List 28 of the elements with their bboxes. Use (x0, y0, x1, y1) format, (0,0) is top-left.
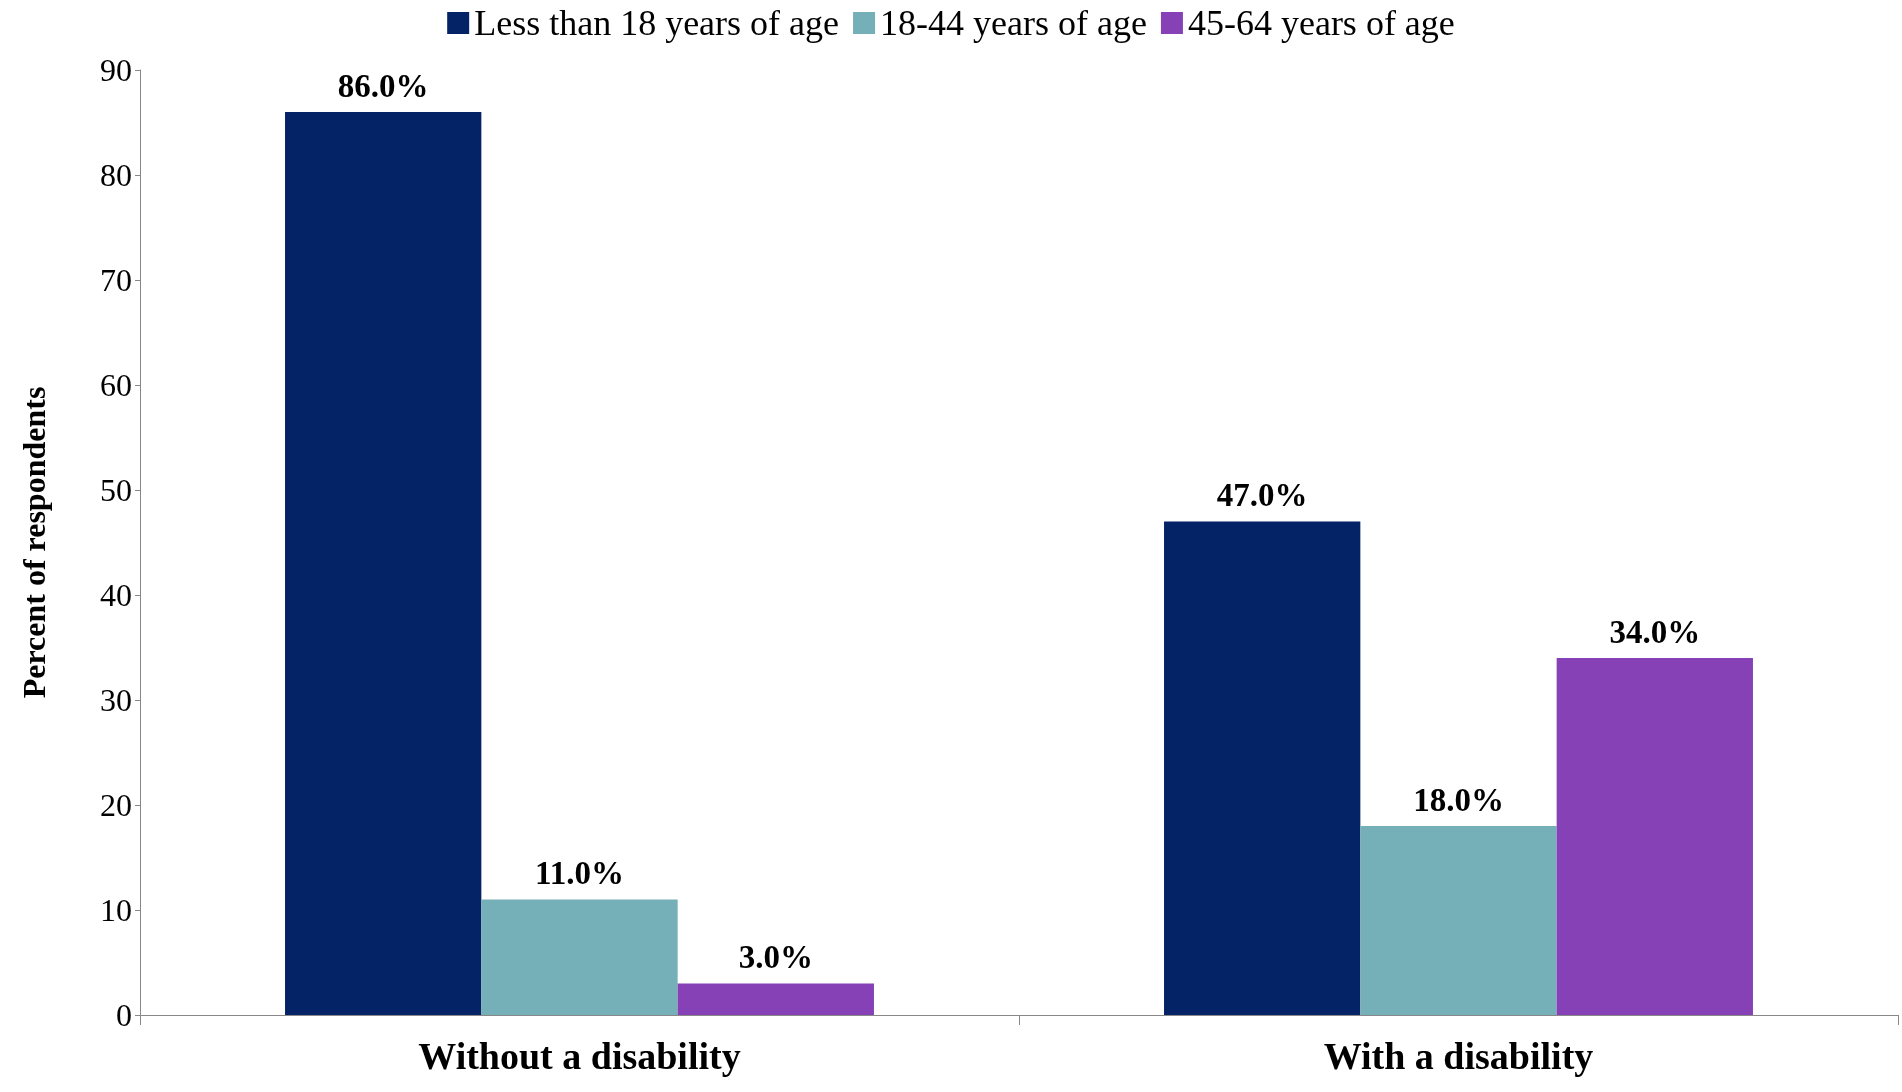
y-tick-label: 40 (100, 577, 132, 613)
y-tick-label: 70 (100, 262, 132, 298)
y-axis-title: Percent of respondents (16, 386, 52, 699)
x-tick-label: Without a disability (418, 1035, 741, 1077)
y-tick-label: 60 (100, 367, 132, 403)
data-label: 11.0% (535, 855, 624, 891)
data-label: 18.0% (1413, 781, 1504, 818)
bar (1164, 521, 1361, 1015)
data-label: 86.0% (337, 67, 429, 104)
data-label: 3.0% (738, 939, 813, 975)
bar (677, 983, 874, 1015)
legend-label: Less than 18 years of age (474, 3, 840, 43)
data-label: 34.0% (1609, 613, 1701, 650)
legend-label: 18-44 years of age (880, 3, 1147, 43)
y-tick-label: 90 (100, 52, 132, 88)
y-tick-label: 30 (100, 682, 132, 718)
bar (1556, 658, 1753, 1015)
y-tick-label: 80 (100, 157, 132, 193)
y-tick-label: 20 (100, 787, 132, 823)
x-tick-label: With a disability (1323, 1035, 1594, 1077)
y-tick-label: 50 (100, 472, 132, 508)
legend-label: 45-64 years of age (1187, 3, 1455, 43)
bar (481, 899, 678, 1015)
y-tick-label: 10 (100, 892, 132, 928)
data-label: 47.0% (1216, 477, 1308, 513)
bar (285, 112, 482, 1015)
bar (1360, 826, 1557, 1015)
y-tick-label: 0 (116, 997, 132, 1033)
